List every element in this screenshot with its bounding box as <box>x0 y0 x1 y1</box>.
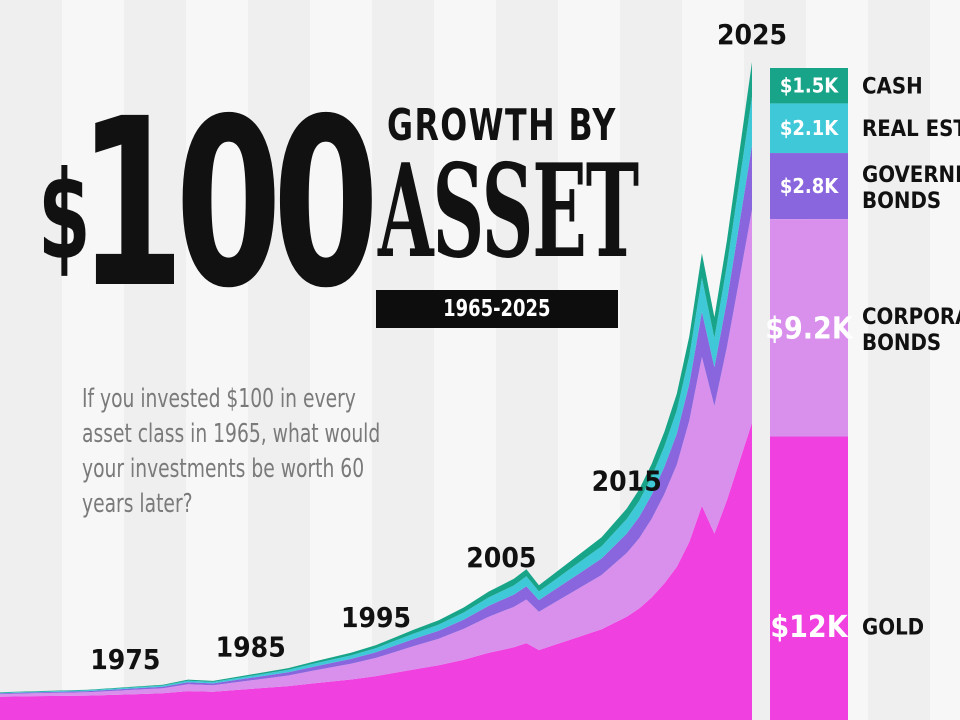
bar-value-label: $2.8K <box>780 174 839 198</box>
bar-category-label: GOVERNMENTBONDS <box>862 163 960 214</box>
bar-segment-cash <box>770 68 848 104</box>
year-range-badge: 1965-2025 <box>376 290 618 328</box>
x-label-1985: 1985 <box>216 630 286 663</box>
x-label-2005: 2005 <box>466 541 536 574</box>
bg-stripe <box>372 0 434 720</box>
x-label-1975: 1975 <box>90 643 160 676</box>
bar-category-label: REAL ESTATE <box>862 117 960 142</box>
bar-category-label: CORPORATEBONDS <box>862 305 960 356</box>
area-baseline-fill <box>0 700 752 720</box>
bar-segment-real-estate <box>770 103 848 154</box>
bar-category-label: GOLD <box>862 616 924 641</box>
bg-stripe <box>248 0 310 720</box>
bar-value-label: $12K <box>770 610 848 645</box>
bg-stripe <box>310 0 372 720</box>
title-amount: 100 <box>78 69 379 339</box>
title-asset: ASSET <box>378 137 639 287</box>
x-label-2015: 2015 <box>592 465 662 498</box>
bar-value-label: $9.2K <box>765 311 854 346</box>
bar-segment-government-bonds <box>770 153 848 220</box>
bar-value-label: $2.1K <box>780 116 839 140</box>
bar-segment-gold <box>770 436 848 720</box>
bg-stripe <box>186 0 248 720</box>
bg-stripe <box>930 0 960 720</box>
bar-segment-corporate-bonds <box>770 219 848 437</box>
title-growth-by: GROWTH BY <box>387 100 617 151</box>
x-label-2025: 2025 <box>717 18 787 51</box>
x-label-1995: 1995 <box>341 601 411 634</box>
subtitle: If you invested $100 in every asset clas… <box>82 384 381 519</box>
bg-stripe <box>0 0 62 720</box>
bg-stripe <box>124 0 186 720</box>
bar-category-label: CASH <box>862 75 923 100</box>
year-range-text: 1965-2025 <box>443 296 551 322</box>
bar-value-label: $1.5K <box>780 74 839 98</box>
bg-stripe <box>62 0 124 720</box>
area-gold <box>0 422 752 700</box>
bg-stripe <box>868 0 930 720</box>
title-dollar-sign: $ <box>38 145 91 287</box>
